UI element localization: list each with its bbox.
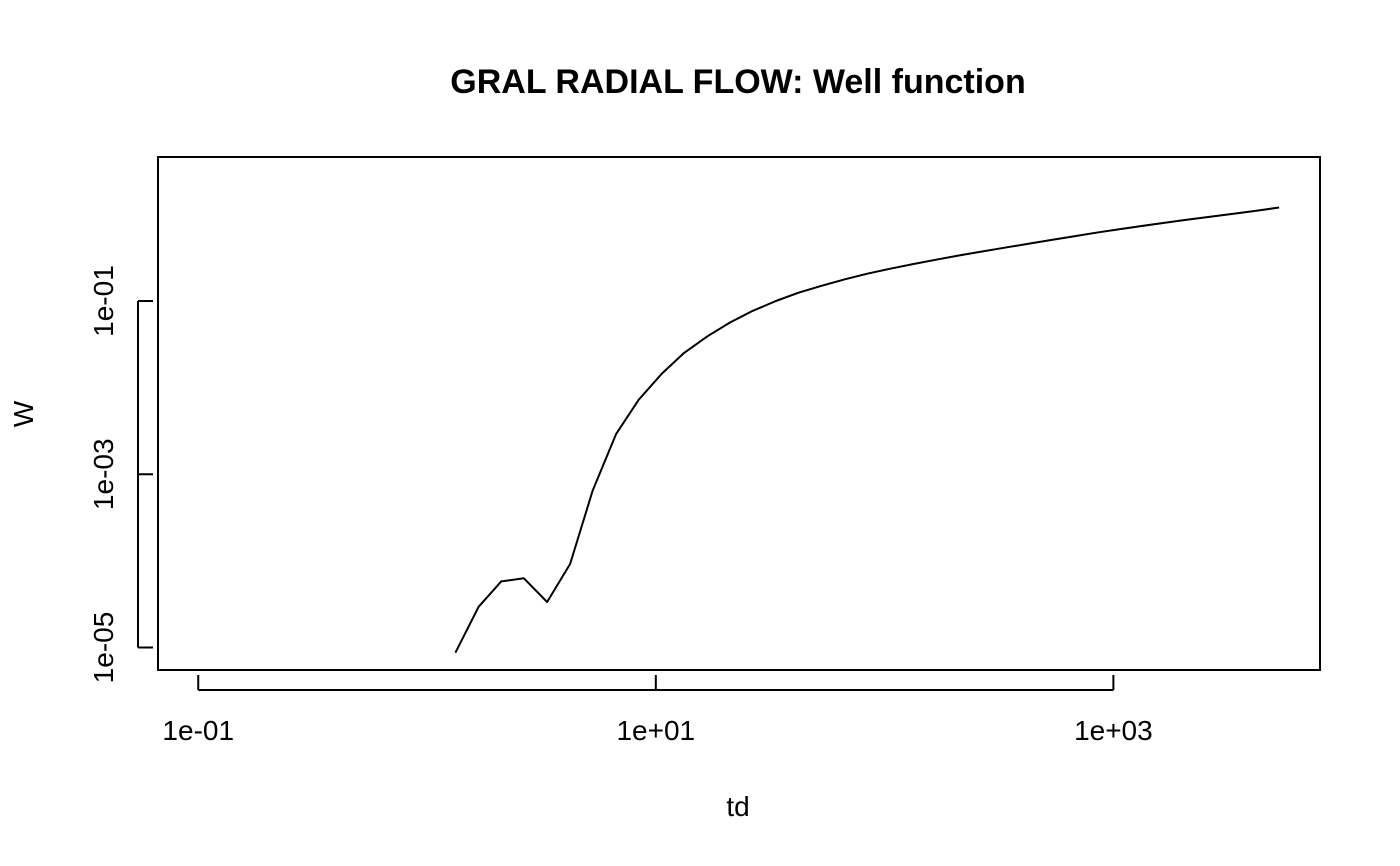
y-axis-label: W (8, 400, 39, 427)
x-axis: 1e-01 1e+01 1e+03 (162, 675, 1153, 746)
series-line-0 (454, 206, 1280, 654)
series-layer (454, 206, 1280, 654)
x-tick-label-1: 1e+01 (616, 715, 695, 746)
x-tick-label-2: 1e+03 (1074, 715, 1153, 746)
x-tick-label-0: 1e-01 (162, 715, 234, 746)
y-tick-label-2: 1e-01 (88, 265, 119, 337)
chart-title: GRAL RADIAL FLOW: Well function (450, 63, 1025, 101)
plot-frame (157, 156, 1321, 671)
x-axis-label: td (726, 791, 749, 822)
y-tick-label-0: 1e-05 (88, 612, 119, 684)
y-axis: 1e-05 1e-03 1e-01 (88, 265, 153, 683)
y-tick-label-1: 1e-03 (88, 438, 119, 510)
